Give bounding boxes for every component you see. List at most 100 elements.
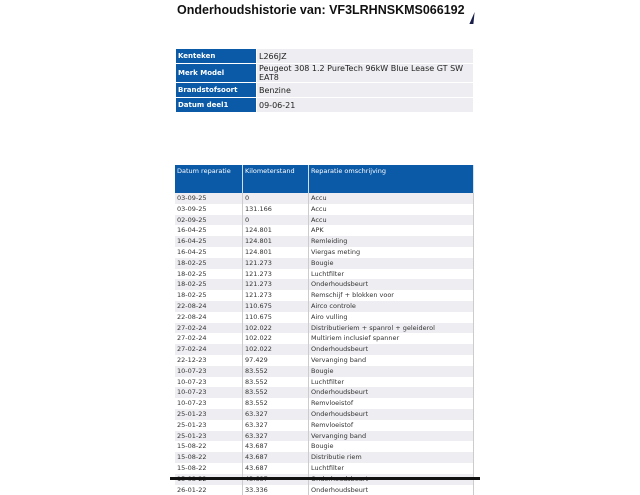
info-row: Brandstofsoort Benzine <box>175 82 474 98</box>
date-cell: 03-09-25 <box>175 203 243 215</box>
table-row: 10-07-23 83.552 Bougie <box>175 365 474 377</box>
table-row: 18-02-25 121.273 Onderhoudsbeurt <box>175 279 474 291</box>
mileage-cell: 121.273 <box>242 290 309 301</box>
description-cell: Bougie <box>308 441 474 453</box>
mileage-cell: 131.166 <box>242 203 309 215</box>
mileage-cell: 43.687 <box>242 462 309 474</box>
description-cell: Remvloeistof <box>308 419 474 431</box>
table-row: 25-01-23 63.327 Vervanging band <box>175 430 474 442</box>
table-row: 16-04-25 124.801 Remleiding <box>175 236 474 247</box>
table-row: 03-09-25 0 Accu <box>175 193 474 204</box>
description-cell: Accu <box>308 203 474 215</box>
table-row: 10-07-23 83.552 Onderhoudsbeurt <box>175 387 474 399</box>
description-cell: Accu <box>308 214 474 226</box>
info-row: Datum deel1 09-06-21 <box>175 97 474 113</box>
table-row: 10-07-23 83.552 Luchtfilter <box>175 376 474 388</box>
date-cell: 25-01-23 <box>175 430 243 442</box>
info-label: Datum deel1 <box>175 97 257 113</box>
description-cell: Vervanging band <box>308 354 474 366</box>
table-row: 25-01-23 63.327 Remvloeistof <box>175 419 474 431</box>
description-cell: Bougie <box>308 257 474 269</box>
info-value: Benzine <box>256 82 474 98</box>
mileage-cell: 43.687 <box>242 441 309 453</box>
info-row: Kenteken L266JZ <box>175 48 474 64</box>
description-cell: Viergas meting <box>308 246 474 258</box>
date-cell: 25-01-23 <box>175 408 243 420</box>
column-header-description: Reparatie omschrijving <box>308 165 474 193</box>
table-row: 03-09-25 131.166 Accu <box>175 203 474 215</box>
date-cell: 10-07-23 <box>175 387 243 399</box>
column-header-date: Datum reparatie <box>175 165 243 193</box>
table-row: 10-07-23 83.552 Remvloeistof <box>175 398 474 409</box>
mileage-cell: 0 <box>242 193 309 204</box>
date-cell: 10-07-23 <box>175 376 243 388</box>
description-cell: Onderhoudsbeurt <box>308 344 474 355</box>
info-label: Brandstofsoort <box>175 82 257 98</box>
column-header-mileage: Kilometerstand <box>242 165 309 193</box>
info-value: 09-06-21 <box>256 97 474 113</box>
date-cell: 15-08-22 <box>175 452 243 463</box>
logo-mark-icon <box>469 12 477 24</box>
mileage-cell: 110.675 <box>242 311 309 323</box>
description-cell: Bougie <box>308 365 474 377</box>
table-row: 22-08-24 110.675 Airo vulling <box>175 311 474 323</box>
description-cell: Multiriem inclusief spanner <box>308 333 474 345</box>
table-row: 18-02-25 121.273 Remschijf + blokken voor <box>175 290 474 301</box>
table-row: 27-02-24 102.022 Onderhoudsbeurt <box>175 344 474 355</box>
date-cell: 02-09-25 <box>175 214 243 226</box>
table-row: 27-02-24 102.022 Distributieriem + spanrol… <box>175 322 474 334</box>
description-cell: Accu <box>308 193 474 204</box>
mileage-cell: 83.552 <box>242 387 309 399</box>
description-cell: Airco controle <box>308 300 474 312</box>
date-cell: 22-08-24 <box>175 311 243 323</box>
description-cell: Luchtfilter <box>308 268 474 280</box>
date-cell: 27-02-24 <box>175 344 243 355</box>
table-row: 18-02-25 121.273 Luchtfilter <box>175 268 474 280</box>
mileage-cell: 102.022 <box>242 322 309 334</box>
date-cell: 18-02-25 <box>175 290 243 301</box>
mileage-cell: 124.801 <box>242 225 309 237</box>
info-label: Merk Model <box>175 63 257 83</box>
mileage-cell: 0 <box>242 214 309 226</box>
mileage-cell: 102.022 <box>242 333 309 345</box>
description-cell: APK <box>308 225 474 237</box>
mileage-cell: 63.327 <box>242 408 309 420</box>
description-cell: Remleiding <box>308 236 474 247</box>
date-cell: 22-12-23 <box>175 354 243 366</box>
description-cell: Onderhoudsbeurt <box>308 387 474 399</box>
mileage-cell: 121.273 <box>242 279 309 291</box>
date-cell: 03-09-25 <box>175 193 243 204</box>
date-cell: 16-04-25 <box>175 236 243 247</box>
info-label: Kenteken <box>175 48 257 64</box>
date-cell: 27-02-24 <box>175 333 243 345</box>
info-value: Peugeot 308 1.2 PureTech 96kW Blue Lease… <box>256 63 474 83</box>
description-cell: Onderhoudsbeurt <box>308 408 474 420</box>
date-cell: 18-02-25 <box>175 279 243 291</box>
mileage-cell: 121.273 <box>242 257 309 269</box>
table-row: 02-09-25 0 Accu <box>175 214 474 226</box>
date-cell: 15-08-22 <box>175 441 243 453</box>
bottom-bar <box>170 477 480 480</box>
table-row: 25-01-23 63.327 Onderhoudsbeurt <box>175 408 474 420</box>
table-row: 22-08-24 110.675 Airco controle <box>175 300 474 312</box>
mileage-cell: 83.552 <box>242 376 309 388</box>
date-cell: 26-01-22 <box>175 484 243 495</box>
description-cell: Distributieriem + spanrol + geleiderol <box>308 322 474 334</box>
mileage-cell: 63.327 <box>242 419 309 431</box>
table-row: 18-02-25 121.273 Bougie <box>175 257 474 269</box>
date-cell: 22-08-24 <box>175 300 243 312</box>
table-row: 15-08-22 43.687 Distributie riem <box>175 452 474 463</box>
table-row: 15-08-22 43.687 Bougie <box>175 441 474 453</box>
table-row: 16-04-25 124.801 APK <box>175 225 474 237</box>
description-cell: Distributie riem <box>308 452 474 463</box>
table-row: 15-08-22 43.687 Luchtfilter <box>175 462 474 474</box>
description-cell: Luchtfilter <box>308 376 474 388</box>
date-cell: 25-01-23 <box>175 419 243 431</box>
date-cell: 16-04-25 <box>175 225 243 237</box>
description-cell: Onderhoudsbeurt <box>308 484 474 495</box>
page-title: Onderhoudshistorie van: VF3LRHNSKMS06619… <box>177 3 465 17</box>
mileage-cell: 83.552 <box>242 365 309 377</box>
description-cell: Luchtfilter <box>308 462 474 474</box>
history-table: Datum reparatie Kilometerstand Reparatie… <box>175 165 474 495</box>
description-cell: Remschijf + blokken voor <box>308 290 474 301</box>
